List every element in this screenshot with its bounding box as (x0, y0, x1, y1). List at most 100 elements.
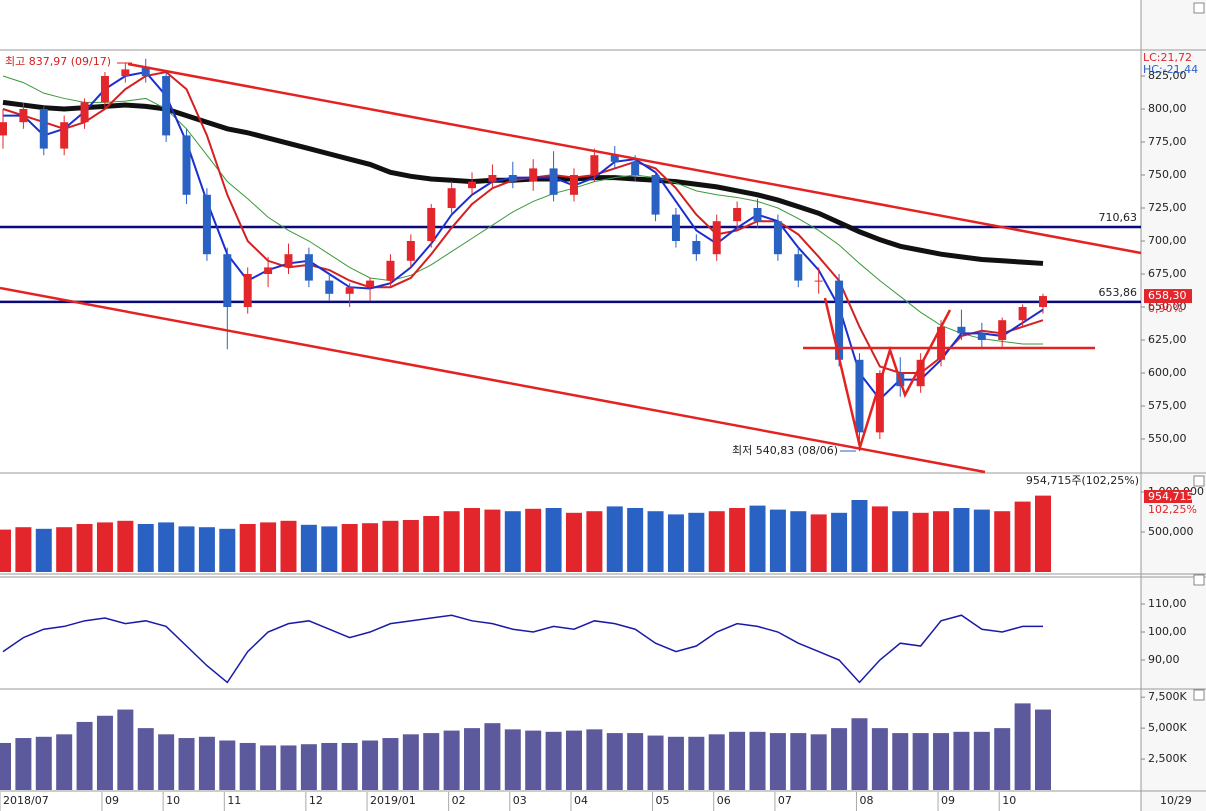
volume-bar (586, 511, 603, 572)
volume-bar (300, 524, 317, 572)
turnover-bar (1035, 709, 1051, 790)
candle-body (814, 280, 823, 282)
volume-bar (912, 512, 929, 572)
y-tick-label: 550,00 (1148, 432, 1187, 445)
turnover-bar (280, 745, 297, 790)
last-price-label: 658,30 (1148, 289, 1187, 302)
x-tick-label: 11 (227, 794, 241, 807)
volume-bar (647, 511, 664, 572)
last-price-box (1144, 289, 1192, 304)
volume-bar (994, 511, 1011, 572)
turnover-bar (362, 740, 379, 790)
candle-body (121, 69, 130, 77)
turnover-bar (871, 728, 888, 790)
turnover-bar (443, 730, 460, 790)
volume-bar (667, 514, 684, 572)
volume-bar (790, 511, 807, 572)
candle-body (468, 181, 477, 189)
volume-header: 954,715주(102,25%) (1026, 474, 1139, 487)
volume-bar (362, 523, 379, 572)
turnover-bar (1014, 703, 1031, 790)
candle-body (162, 76, 171, 136)
moving-average (2, 70, 1044, 375)
drawings (0, 62, 1142, 474)
candle-body (100, 76, 109, 103)
volume-bar (708, 511, 725, 572)
y-tick-label: 110,00 (1148, 597, 1187, 610)
turnover-bar (402, 734, 419, 790)
turnover-bar (321, 742, 338, 790)
volume-bar (178, 526, 195, 572)
y-tick-label: 500,000 (1148, 525, 1194, 538)
candle-body (427, 208, 436, 242)
y-tick-label: 625,00 (1148, 333, 1187, 346)
candle-body (671, 214, 680, 242)
volume-bar (525, 508, 542, 572)
volume-bar (239, 524, 256, 572)
candle-body (916, 359, 925, 387)
candle-body (80, 102, 89, 123)
last-date: 10/29 (1160, 794, 1192, 807)
volume-bar (402, 520, 419, 572)
candle-body (508, 175, 517, 182)
close-button[interactable] (1193, 2, 1205, 14)
turnover-bar (790, 733, 807, 790)
turnover-bar (178, 738, 195, 790)
turnover-bar (76, 721, 93, 790)
turnover-bar (484, 723, 501, 790)
y-tick-label: 575,00 (1148, 399, 1187, 412)
turnover-bar (300, 744, 317, 790)
turnover-bar (688, 736, 705, 790)
y-tick-label: 750,00 (1148, 168, 1187, 181)
x-tick-label: 02 (452, 794, 466, 807)
volume-bar (76, 524, 93, 572)
x-tick-label: 03 (513, 794, 527, 807)
turnover-bar (933, 733, 950, 790)
oscillator-line (2, 614, 1043, 684)
turnover-bar (198, 736, 215, 790)
candle-body (794, 254, 803, 281)
volume-bar (56, 527, 73, 572)
candle-body (651, 175, 660, 215)
candle-body (182, 135, 191, 195)
turnover-bar (423, 733, 440, 790)
close-buttons[interactable] (1193, 2, 1205, 701)
candle-body (753, 208, 762, 222)
volume-bar (96, 522, 113, 572)
volume-bar (219, 528, 236, 572)
moving-average (3, 70, 1044, 401)
horizontal-line-label: 653,86 (1099, 286, 1138, 299)
turnover-bar (56, 734, 73, 790)
x-tick-label: 08 (859, 794, 873, 807)
y-tick-label: 100,00 (1148, 625, 1187, 638)
close-button[interactable] (1193, 574, 1205, 586)
volume-bar (606, 506, 623, 572)
y-tick-label: 800,00 (1148, 102, 1187, 115)
volume-bar (831, 512, 848, 572)
candle-body (488, 175, 497, 182)
x-tick-label: 09 (105, 794, 119, 807)
turnover-bar (0, 742, 11, 790)
candle-body (284, 254, 293, 268)
candle-body (447, 188, 456, 209)
candle-body (977, 333, 986, 341)
volume-bar (871, 506, 888, 572)
x-tick-label: 04 (574, 794, 588, 807)
y-tick-label: 5,000K (1148, 721, 1187, 734)
trend-line (127, 62, 1142, 255)
volume-bar (0, 529, 11, 572)
candle-body (366, 280, 375, 288)
close-button[interactable] (1193, 689, 1205, 701)
volume-bar (729, 508, 746, 572)
x-tick-label: 05 (656, 794, 670, 807)
turnover-bar (35, 736, 52, 790)
turnover-bar (117, 709, 134, 790)
close-button[interactable] (1193, 475, 1205, 487)
turnover-bar (219, 740, 236, 790)
candle-body (549, 168, 558, 195)
volume-bar (15, 527, 32, 572)
turnover-bar (137, 728, 154, 790)
turnover-bar (545, 731, 562, 790)
candle-body (202, 194, 211, 255)
